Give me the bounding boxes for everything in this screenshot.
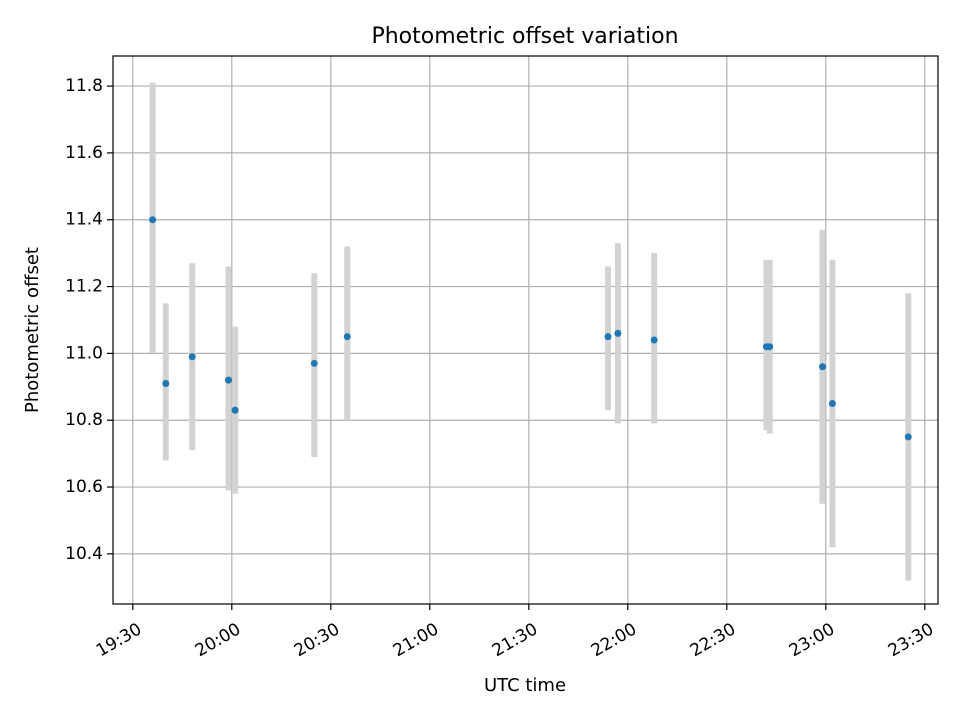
data-point bbox=[766, 343, 774, 351]
data-point bbox=[149, 216, 157, 224]
x-axis-label: UTC time bbox=[484, 675, 566, 696]
data-point bbox=[614, 329, 622, 337]
chart-title: Photometric offset variation bbox=[371, 24, 678, 49]
data-point bbox=[904, 433, 912, 441]
y-tick-label: 10.6 bbox=[65, 477, 103, 497]
data-point bbox=[828, 400, 836, 408]
data-points bbox=[149, 216, 912, 441]
y-tick-label: 10.4 bbox=[65, 544, 103, 564]
y-tick-label: 11.4 bbox=[65, 210, 103, 230]
data-point bbox=[819, 363, 826, 371]
y-tick-label: 11.6 bbox=[65, 143, 103, 163]
data-point bbox=[231, 406, 239, 414]
gridlines bbox=[113, 56, 938, 604]
data-point bbox=[188, 353, 196, 361]
data-point bbox=[310, 359, 318, 367]
data-point bbox=[604, 333, 612, 341]
data-point bbox=[343, 333, 351, 341]
data-point bbox=[225, 376, 232, 384]
plot-frame bbox=[112, 55, 939, 605]
data-point bbox=[650, 336, 658, 344]
y-tick-label: 10.8 bbox=[65, 410, 103, 430]
data-point bbox=[162, 379, 170, 387]
y-axis-ticks: 10.4 10.6 10.8 11.0 11.2 11.4 11.6 11.8 bbox=[65, 76, 113, 564]
y-tick-label: 11.2 bbox=[65, 277, 103, 297]
y-axis-label: Photometric offset bbox=[22, 247, 43, 413]
y-tick-label: 11.0 bbox=[65, 343, 103, 363]
y-tick-label: 11.8 bbox=[65, 76, 103, 96]
